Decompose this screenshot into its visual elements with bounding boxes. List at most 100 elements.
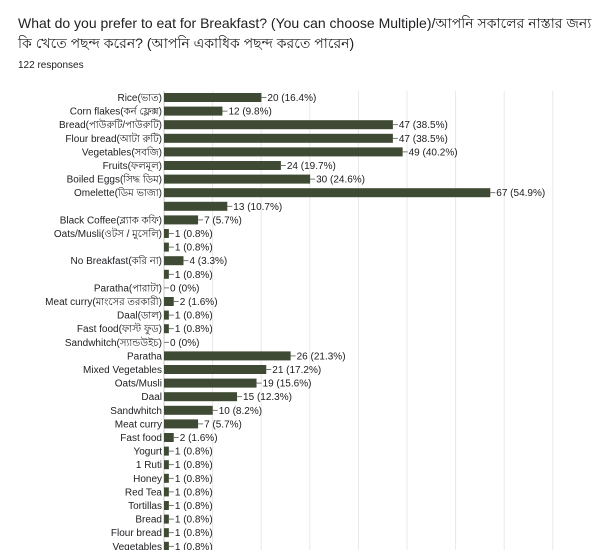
bar[interactable]	[164, 446, 169, 456]
bar[interactable]	[164, 392, 238, 402]
category-label: 1 Ruti	[136, 460, 162, 471]
value-label: 1 (0.8%)	[175, 447, 213, 458]
bar[interactable]	[164, 365, 267, 374]
value-label: 1 (0.8%)	[175, 270, 213, 281]
bar[interactable]	[164, 378, 257, 388]
value-label: 7 (5.7%)	[204, 419, 242, 430]
bar[interactable]	[164, 487, 169, 497]
value-label: 4 (3.3%)	[189, 256, 227, 267]
bar[interactable]	[164, 514, 169, 524]
category-label: Sandwhitch	[110, 406, 162, 417]
bar[interactable]	[164, 473, 169, 483]
bar[interactable]	[164, 93, 262, 102]
category-label: Fast food	[120, 433, 162, 444]
category-labels: Rice(ভাত) Corn flakes(কর্ন ফ্লেক্স)Bread(…	[45, 93, 162, 550]
category-label: Mixed Vegetables	[83, 365, 162, 376]
value-label: 19 (15.6%)	[263, 379, 312, 390]
bar[interactable]	[164, 310, 169, 320]
value-label: 1 (0.8%)	[175, 501, 213, 512]
bar[interactable]	[164, 229, 169, 238]
value-label: 67 (54.9%)	[496, 188, 545, 199]
category-label: Fruits(ফলমূল)	[103, 161, 162, 172]
category-label: Flour bread(আটা রুটি)	[65, 132, 162, 145]
value-label: 2 (1.6%)	[180, 433, 218, 444]
value-label: 47 (38.5%)	[399, 134, 448, 145]
value-label: 1 (0.8%)	[175, 528, 213, 539]
bar[interactable]	[164, 242, 169, 252]
bar[interactable]	[164, 419, 199, 429]
value-label: 1 (0.8%)	[175, 229, 213, 240]
value-label: 0 (0%)	[170, 338, 199, 349]
bar[interactable]	[164, 297, 174, 306]
value-label: 12 (9.8%)	[228, 107, 271, 118]
value-label: 49 (40.2%)	[409, 147, 458, 158]
category-label: Oats/Musli(ওটস / মুসেলি)	[54, 227, 162, 240]
category-label: Yogurt	[133, 447, 162, 458]
category-label: Paratha(পারাটা)	[94, 281, 162, 294]
category-label: No Breakfast(করি না)	[71, 255, 162, 267]
value-label: 30 (24.6%)	[316, 175, 365, 186]
category-label: Daal(ডাল)	[117, 311, 162, 322]
category-label: Meat curry	[115, 419, 162, 430]
value-label: 2 (1.6%)	[180, 297, 218, 308]
category-label: Omelette(ডিম ভাজা)	[74, 187, 162, 199]
bar[interactable]	[164, 528, 169, 538]
category-label: Black Coffee(ব্ল্যাক কফি)	[60, 214, 162, 226]
value-label: 1 (0.8%)	[175, 515, 213, 526]
category-label: Oats/Musli	[115, 379, 162, 390]
category-label: Corn flakes(কর্ন ফ্লেক্স)	[70, 106, 162, 118]
bar[interactable]	[164, 501, 169, 510]
bar[interactable]	[164, 541, 169, 550]
category-label: Red Tea	[125, 487, 163, 498]
value-label: 47 (38.5%)	[399, 120, 448, 131]
category-label: Vegetables(সবজি)	[82, 146, 162, 158]
category-label: Boiled Eggs(সিদ্ধ ডিম)	[67, 174, 162, 186]
value-label: 1 (0.8%)	[175, 460, 213, 471]
question-title: What do you prefer to eat for Breakfast?…	[18, 15, 592, 51]
chart-bars	[164, 93, 491, 550]
bar[interactable]	[164, 147, 403, 157]
chart-gridlines	[163, 91, 554, 550]
bar[interactable]	[164, 433, 174, 442]
value-label: 1 (0.8%)	[175, 487, 213, 498]
bar[interactable]	[164, 120, 393, 130]
value-label: 21 (17.2%)	[272, 365, 321, 376]
bar[interactable]	[164, 133, 393, 143]
category-label: Vegetables	[113, 542, 163, 550]
value-label: 1 (0.8%)	[175, 311, 213, 322]
value-label: 15 (12.3%)	[243, 392, 292, 403]
category-label: Flour bread	[111, 528, 162, 539]
value-label: 1 (0.8%)	[175, 324, 213, 335]
bar[interactable]	[164, 201, 228, 211]
category-label: Tortillas	[128, 501, 162, 512]
value-label: 13 (10.7%)	[233, 202, 282, 213]
response-count: 122 responses	[18, 60, 84, 71]
value-label: 7 (5.7%)	[204, 215, 242, 226]
value-labels: 20 (16.4%) 12 (9.8%) 47 (38.5%) 47 (38.5%) 4…	[164, 93, 545, 550]
category-label: Sandwhitch(স্যান্ডউইচ)	[65, 336, 162, 349]
category-label: Daal	[141, 392, 162, 403]
bar[interactable]	[164, 106, 223, 116]
bar[interactable]	[164, 405, 213, 415]
bar[interactable]	[164, 256, 184, 266]
category-label: Fast food(ফাস্ট ফুড)	[77, 322, 162, 335]
bar[interactable]	[164, 351, 291, 361]
value-label: 0 (0%)	[170, 283, 199, 294]
category-label: Meat curry(মাংসের তরকারী)	[45, 295, 162, 308]
bar[interactable]	[164, 161, 281, 170]
category-label: Bread(পাউরুটি/পাউরুটি)	[59, 118, 162, 131]
bar[interactable]	[164, 174, 311, 184]
category-label: Rice(ভাত)	[117, 93, 162, 104]
value-label: 10 (8.2%)	[219, 406, 262, 417]
bar[interactable]	[164, 269, 169, 279]
value-label: 1 (0.8%)	[175, 243, 213, 254]
value-label: 24 (19.7%)	[287, 161, 336, 172]
bar[interactable]	[164, 215, 199, 225]
bar[interactable]	[164, 460, 169, 470]
category-label: Honey	[133, 474, 162, 485]
category-label: Paratha	[127, 351, 162, 362]
value-label: 1 (0.8%)	[175, 542, 213, 550]
bar[interactable]	[164, 188, 491, 198]
bar[interactable]	[164, 324, 169, 334]
